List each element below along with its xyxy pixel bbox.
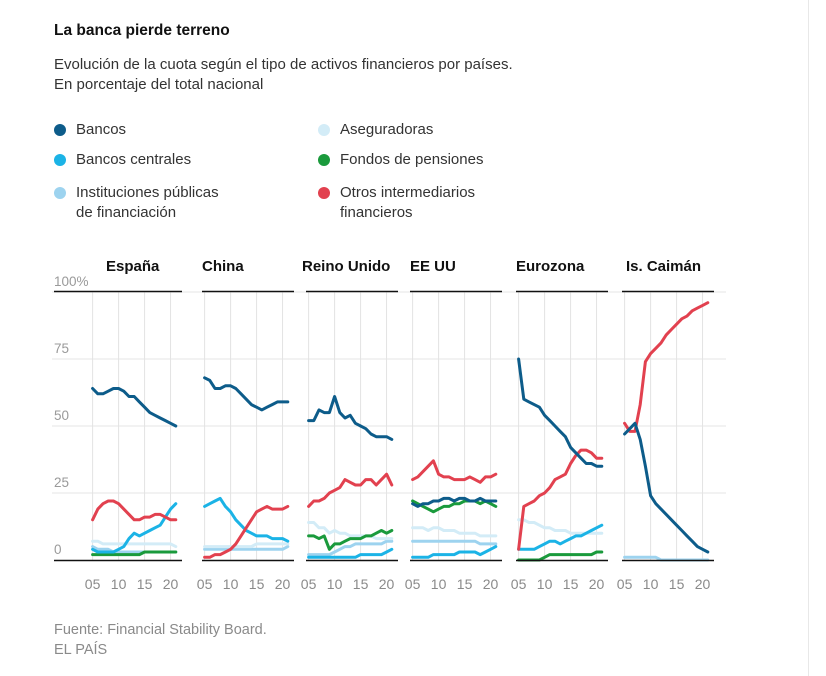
x-tick-label: 15: [137, 576, 153, 592]
y-tick-label: 25: [54, 475, 69, 490]
y-tick-label: 50: [54, 408, 69, 423]
x-tick-label: 20: [163, 576, 179, 592]
series-line-otros: [411, 459, 498, 484]
x-tick-label: 10: [431, 576, 447, 592]
legend-item-instituciones-publicas: Instituciones públicas de financiación: [54, 183, 219, 223]
series-line-instituciones_publicas: [411, 539, 498, 546]
legend-dot: [318, 154, 330, 166]
series-line-aseguradoras: [203, 542, 290, 549]
legend-item-bancos: Bancos: [54, 120, 126, 140]
legend-label-2: financieros: [340, 204, 413, 221]
series-line-bancos_centrales: [411, 545, 498, 559]
y-tick-label: 100%: [54, 274, 89, 289]
y-tick-label: 75: [54, 341, 69, 356]
series-line-instituciones_publicas: [623, 555, 710, 562]
series-line-fondos_pensiones: [307, 529, 394, 551]
series-line-otros: [517, 448, 604, 551]
legend-item-aseguradoras: Aseguradoras: [318, 120, 433, 140]
x-tick-label: 10: [223, 576, 239, 592]
legend-label: Bancos centrales: [76, 151, 192, 168]
x-tick-label: 15: [457, 576, 473, 592]
source-note: Fuente: Financial Stability Board. EL PA…: [54, 620, 267, 660]
x-tick-label: 05: [405, 576, 421, 592]
x-tick-label: 20: [275, 576, 291, 592]
series-line-aseguradoras: [411, 526, 498, 538]
series-line-bancos: [517, 357, 604, 468]
legend-label: Instituciones públicas: [76, 184, 219, 201]
panel-title: España: [106, 258, 160, 275]
x-tick-label: 10: [643, 576, 659, 592]
small-multiples-chart: 0 25 50 75 100% España 05 10 15 20 China 05 10 15 20 Re…: [52, 258, 726, 592]
series-line-instituciones_publicas: [307, 539, 394, 557]
legend-item-otros: Otros intermediarios financieros: [318, 183, 475, 223]
legend-item-bancos-centrales: Bancos centrales: [54, 150, 191, 170]
series-line-bancos: [623, 421, 710, 554]
series-line-bancos_centrales: [307, 547, 394, 559]
legend-label: Bancos: [76, 121, 127, 138]
frame-edge: [808, 0, 809, 676]
series-line-fondos_pensiones: [91, 550, 178, 557]
x-tick-label: 05: [197, 576, 213, 592]
series-line-bancos: [203, 376, 290, 412]
x-tick-label: 05: [301, 576, 317, 592]
legend-label: Aseguradoras: [340, 121, 434, 138]
panel-title: Eurozona: [516, 258, 585, 275]
legend-label: Fondos de pensiones: [340, 151, 484, 168]
series-line-bancos: [411, 496, 498, 508]
series-line-instituciones_publicas: [203, 545, 290, 551]
x-tick-label: 10: [537, 576, 553, 592]
legend-label-2: de financiación: [76, 204, 177, 221]
series-line-otros: [623, 301, 710, 433]
legend-dot: [318, 124, 330, 136]
series-line-otros: [307, 472, 394, 508]
x-tick-label: 05: [85, 576, 101, 592]
x-tick-label: 15: [563, 576, 579, 592]
subtitle-line-2: En porcentaje del total nacional: [54, 76, 264, 93]
panel-title: Is. Caimán: [626, 258, 701, 275]
y-tick-label: 0: [54, 542, 62, 557]
x-tick-label: 15: [669, 576, 685, 592]
panel-title: EE UU: [410, 258, 456, 275]
x-tick-label: 15: [353, 576, 369, 592]
series-line-fondos_pensiones: [517, 550, 604, 562]
panel-title: China: [202, 258, 244, 275]
series-line-aseguradoras: [307, 521, 394, 541]
series-line-bancos_centrales: [91, 502, 178, 554]
legend-dot: [54, 154, 66, 166]
series-line-bancos_centrales: [203, 496, 290, 543]
series-line-bancos_centrales: [517, 523, 604, 551]
x-tick-label: 20: [379, 576, 395, 592]
x-tick-label: 20: [483, 576, 499, 592]
series-line-fondos_pensiones: [411, 499, 498, 514]
x-tick-label: 10: [111, 576, 127, 592]
legend-dot: [54, 187, 66, 199]
series-line-bancos: [307, 395, 394, 441]
x-tick-label: 05: [511, 576, 527, 592]
chart-title: La banca pierde terreno: [54, 22, 230, 39]
series-line-aseguradoras: [91, 539, 178, 549]
legend-dot: [318, 187, 330, 199]
x-tick-label: 20: [589, 576, 605, 592]
publisher-text: EL PAÍS: [54, 642, 108, 658]
series-line-otros: [91, 499, 178, 522]
series-line-bancos: [91, 387, 178, 428]
legend-label: Otros intermediarios: [340, 184, 476, 201]
subtitle-line-1: Evolución de la cuota según el tipo de a…: [54, 56, 513, 73]
panel-title: Reino Unido: [302, 258, 390, 275]
legend-item-fondos-pensiones: Fondos de pensiones: [318, 150, 483, 170]
x-tick-label: 05: [617, 576, 633, 592]
x-tick-label: 15: [249, 576, 265, 592]
x-tick-label: 10: [327, 576, 343, 592]
chart-subtitle: Evolución de la cuota según el tipo de a…: [54, 55, 513, 95]
source-text: Fuente: Financial Stability Board.: [54, 622, 267, 638]
x-tick-label: 20: [695, 576, 711, 592]
legend-dot: [54, 124, 66, 136]
series-line-otros: [203, 504, 290, 559]
